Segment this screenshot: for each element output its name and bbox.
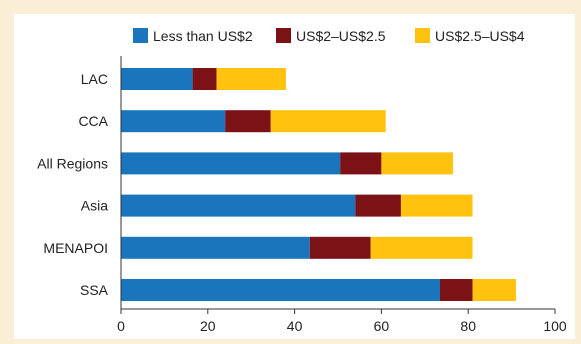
- category-label-3: Asia: [81, 198, 108, 214]
- bar-0-0: [121, 68, 193, 90]
- legend: Less than US$2 US$2–US$2.5 US$2.5–US$4: [133, 28, 525, 44]
- bar-2-1: [340, 152, 382, 175]
- x-tick-label-1: 20: [200, 318, 216, 334]
- bar-1-2: [270, 110, 386, 133]
- x-tick-label-4: 80: [460, 318, 476, 334]
- bar-1-1: [225, 110, 271, 133]
- x-tick-label-2: 40: [287, 318, 303, 334]
- bar-3-0: [121, 194, 356, 217]
- bar-1-0: [121, 110, 226, 133]
- legend-swatch-2: [415, 28, 430, 43]
- y-axis-labels: LAC CCA All Regions Asia MENAPOI SSA: [37, 71, 108, 298]
- category-label-4: MENAPOI: [43, 240, 108, 256]
- bars: [121, 68, 516, 301]
- chart-panel: Less than US$2 US$2–US$2.5 US$2.5–US$4 LAC…: [14, 14, 575, 339]
- legend-swatch-0: [133, 28, 148, 43]
- bar-4-0: [121, 236, 310, 259]
- bar-2-0: [121, 152, 341, 175]
- category-label-2: All Regions: [37, 155, 108, 171]
- bar-3-1: [355, 194, 401, 217]
- bar-5-0: [121, 279, 440, 301]
- legend-label-1: US$2–US$2.5: [296, 28, 386, 44]
- bar-3-2: [400, 194, 473, 217]
- x-tick-label-5: 100: [543, 318, 567, 334]
- bar-2-2: [381, 152, 454, 175]
- category-label-0: LAC: [81, 71, 108, 87]
- bar-5-1: [439, 279, 473, 301]
- x-axis: 0 20 40 60 80 100: [117, 56, 567, 334]
- bar-0-2: [216, 68, 286, 90]
- legend-swatch-1: [276, 28, 291, 43]
- category-label-1: CCA: [78, 113, 108, 129]
- x-tick-label-0: 0: [117, 318, 125, 334]
- bar-4-1: [309, 236, 371, 259]
- x-tick-label-3: 60: [374, 318, 390, 334]
- bar-0-1: [192, 68, 217, 90]
- category-label-5: SSA: [80, 282, 109, 298]
- stacked-bar-chart: Less than US$2 US$2–US$2.5 US$2.5–US$4 LAC…: [37, 28, 567, 334]
- bar-5-2: [472, 279, 516, 301]
- legend-label-2: US$2.5–US$4: [435, 28, 525, 44]
- bar-4-2: [370, 236, 473, 259]
- legend-label-0: Less than US$2: [153, 28, 253, 44]
